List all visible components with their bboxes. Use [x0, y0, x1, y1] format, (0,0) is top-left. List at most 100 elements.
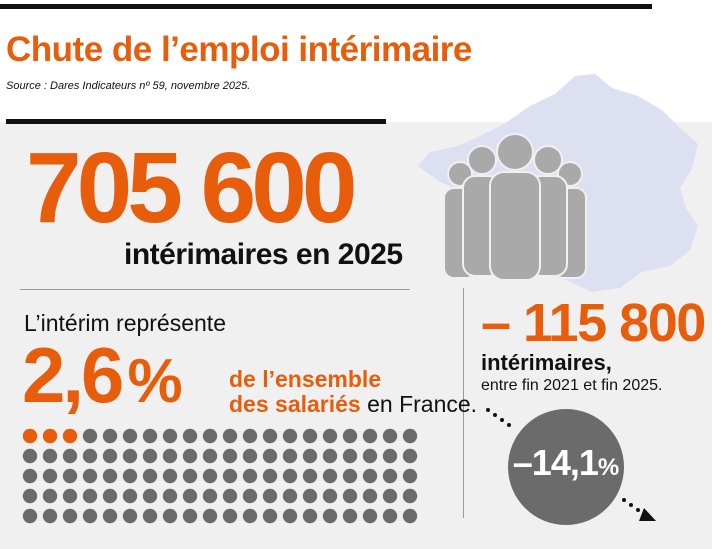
dot: [362, 428, 378, 444]
dot: [302, 428, 318, 444]
total-temp-workers-value: 705 600: [26, 132, 357, 244]
dot: [282, 468, 298, 484]
dot: [402, 468, 418, 484]
dot: [82, 488, 98, 504]
dot: [262, 448, 278, 464]
change-percent: –14,1%: [506, 445, 626, 481]
dot: [42, 488, 58, 504]
change-value: – 115 800: [481, 293, 706, 353]
dot-highlighted: [62, 428, 78, 444]
dot: [82, 508, 98, 524]
dot: [122, 468, 138, 484]
dot: [142, 448, 158, 464]
dot: [382, 428, 398, 444]
downward-arrow-icon: [486, 408, 656, 525]
dot: [62, 488, 78, 504]
dot: [382, 448, 398, 464]
dot: [42, 468, 58, 484]
dot: [402, 448, 418, 464]
panel-rule: [6, 119, 386, 124]
dot: [182, 488, 198, 504]
share-lead-text: L’intérim représente: [24, 310, 226, 336]
dot: [302, 508, 318, 524]
dot: [42, 448, 58, 464]
dot: [402, 508, 418, 524]
dot: [162, 428, 178, 444]
dot: [242, 508, 258, 524]
dot: [282, 488, 298, 504]
share-percent-unit: %: [127, 347, 183, 416]
dot: [302, 468, 318, 484]
dot: [362, 508, 378, 524]
dot: [182, 428, 198, 444]
dot: [322, 488, 338, 504]
dot: [182, 448, 198, 464]
dot: [322, 428, 338, 444]
percent-circle: [508, 409, 624, 525]
dot: [342, 468, 358, 484]
dot: [22, 448, 38, 464]
dot: [382, 488, 398, 504]
dot: [62, 468, 78, 484]
dot: [122, 428, 138, 444]
dot: [122, 508, 138, 524]
dot: [162, 508, 178, 524]
dot: [182, 468, 198, 484]
dot: [82, 428, 98, 444]
dot: [22, 468, 38, 484]
dot: [322, 448, 338, 464]
vertical-divider: [463, 288, 464, 518]
dot-highlighted: [42, 428, 58, 444]
dot: [222, 488, 238, 504]
dot: [102, 448, 118, 464]
dot: [242, 488, 258, 504]
dot: [302, 488, 318, 504]
dot: [62, 448, 78, 464]
dot: [42, 508, 58, 524]
dot: [342, 428, 358, 444]
total-temp-workers-label: intérimaires en 2025: [124, 238, 403, 271]
dot: [82, 448, 98, 464]
dot: [382, 468, 398, 484]
dot: [82, 468, 98, 484]
dot: [282, 448, 298, 464]
share-description-rest: en France.: [360, 391, 478, 417]
dot: [322, 468, 338, 484]
dot: [282, 508, 298, 524]
share-percent-value: 2,6: [22, 331, 124, 419]
dot: [322, 508, 338, 524]
dot: [222, 508, 238, 524]
dot-grid: [22, 428, 418, 524]
people-group-icon: [443, 133, 587, 281]
dot: [342, 448, 358, 464]
dot: [122, 448, 138, 464]
dot: [342, 508, 358, 524]
dot: [202, 428, 218, 444]
dot-highlighted: [22, 428, 38, 444]
change-percent-value: –14,1: [512, 442, 599, 483]
change-period: entre fin 2021 et fin 2025.: [481, 377, 663, 394]
dot: [222, 448, 238, 464]
dot: [362, 448, 378, 464]
dot: [162, 468, 178, 484]
dot: [242, 468, 258, 484]
dot: [262, 468, 278, 484]
dot: [262, 508, 278, 524]
dot: [142, 488, 158, 504]
dot: [242, 448, 258, 464]
dot: [362, 468, 378, 484]
dot: [22, 488, 38, 504]
dot: [222, 428, 238, 444]
dot: [202, 488, 218, 504]
dot: [362, 488, 378, 504]
dot: [102, 468, 118, 484]
share-description-line2: des salariés en France.: [229, 391, 477, 418]
dot: [302, 448, 318, 464]
dot: [282, 428, 298, 444]
change-percent-unit: %: [597, 454, 620, 481]
dot: [102, 488, 118, 504]
dot: [222, 468, 238, 484]
dot: [242, 428, 258, 444]
dot: [202, 448, 218, 464]
share-percent: 2,6%: [22, 336, 183, 414]
